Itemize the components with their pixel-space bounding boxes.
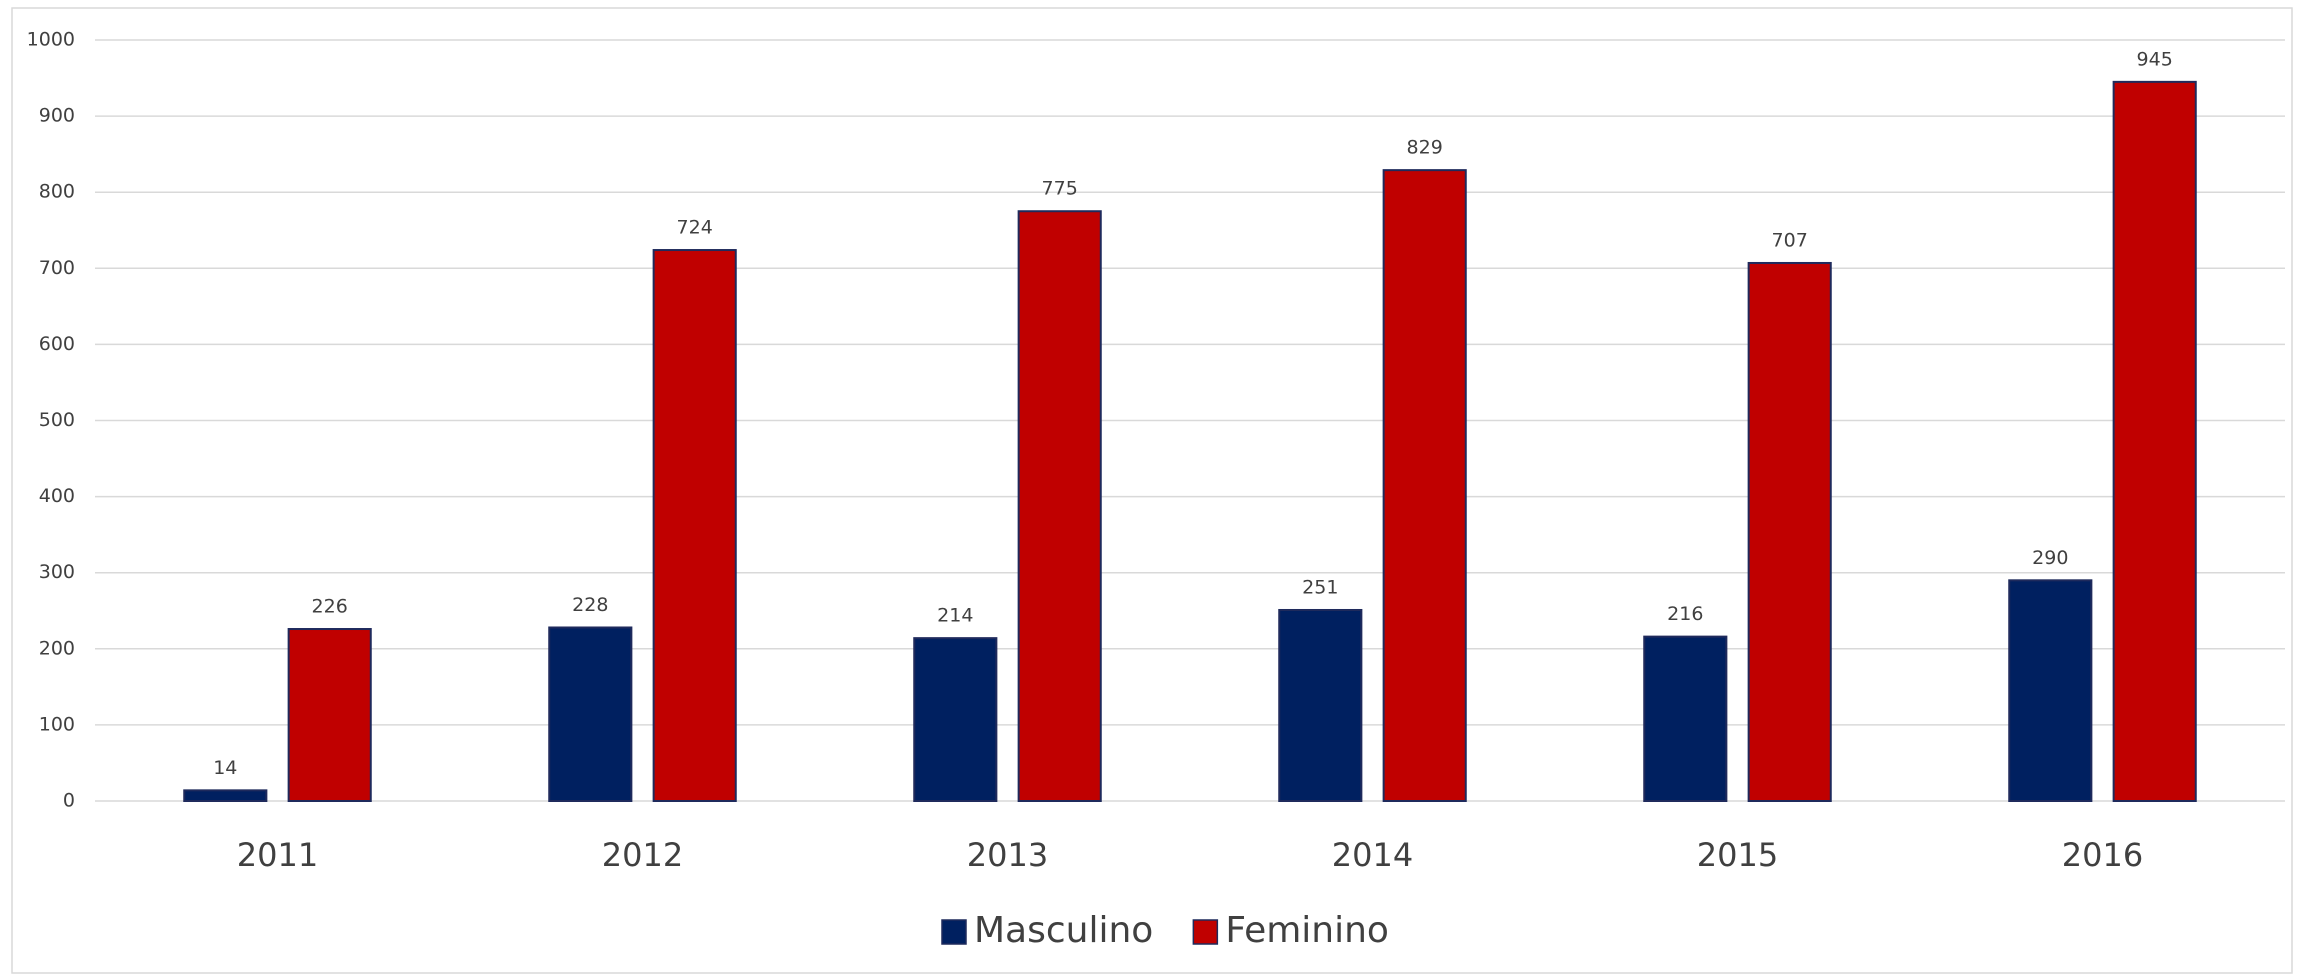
data-label: 226 [312,596,348,618]
bar [1017,210,1102,803]
data-label: 290 [2032,547,2068,569]
data-label: 14 [213,757,237,779]
data-label: 945 [2137,48,2173,70]
data-label: 214 [937,605,973,627]
bar [548,626,633,802]
y-tick-label: 200 [39,637,75,659]
legend-label: Masculino [974,910,1153,951]
y-tick-label: 700 [39,257,75,279]
data-label: 251 [1302,576,1338,598]
legend-label: Feminino [1225,910,1389,951]
chart-frame [11,7,2293,974]
legend-swatch [941,919,967,945]
y-tick-label: 0 [63,790,75,812]
bar [287,628,372,802]
y-tick-label: 900 [39,105,75,127]
bar [1382,169,1467,803]
y-tick-label: 100 [39,713,75,735]
x-tick-label: 2012 [602,836,683,874]
bar [2112,80,2197,803]
x-tick-label: 2015 [1697,836,1778,874]
bar [1278,608,1363,803]
y-tick-label: 300 [39,561,75,583]
data-label: 707 [1772,229,1808,251]
x-tick-label: 2011 [237,836,318,874]
bar [652,249,737,802]
bar [913,637,998,802]
bar [183,789,268,803]
y-tick-label: 400 [39,485,75,507]
data-label: 724 [677,217,713,239]
data-label: 829 [1407,137,1443,159]
data-label: 775 [1042,178,1078,200]
x-tick-label: 2014 [1332,836,1413,874]
bar [1747,261,1832,802]
x-tick-label: 2016 [2062,836,2143,874]
bar [1643,635,1728,803]
data-label: 216 [1667,603,1703,625]
legend-swatch [1192,919,1219,945]
bar [2008,579,2093,802]
y-tick-label: 500 [39,409,75,431]
x-tick-label: 2013 [967,836,1048,874]
data-label: 228 [572,594,608,616]
y-tick-label: 1000 [27,29,75,51]
y-tick-label: 600 [39,333,75,355]
y-tick-label: 800 [39,181,75,203]
